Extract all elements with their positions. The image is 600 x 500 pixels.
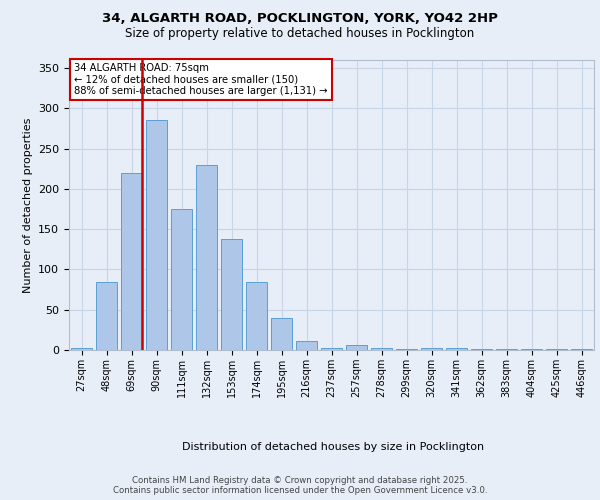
Bar (346, 345, 367, 350)
Bar (421, 348, 442, 350)
Bar (396, 349, 417, 350)
Bar (296, 341, 317, 350)
Text: Distribution of detached houses by size in Pocklington: Distribution of detached houses by size … (182, 442, 484, 452)
Bar (121, 173, 142, 350)
Bar (371, 348, 392, 350)
Bar (271, 318, 292, 350)
Bar (96, 282, 117, 350)
Y-axis label: Number of detached properties: Number of detached properties (23, 118, 32, 292)
Text: Size of property relative to detached houses in Pocklington: Size of property relative to detached ho… (125, 28, 475, 40)
Bar (71, 348, 92, 350)
Text: 34, ALGARTH ROAD, POCKLINGTON, YORK, YO42 2HP: 34, ALGARTH ROAD, POCKLINGTON, YORK, YO4… (102, 12, 498, 26)
Bar (171, 209, 192, 350)
Bar (221, 239, 242, 350)
Bar (521, 349, 542, 350)
Text: 34 ALGARTH ROAD: 75sqm
← 12% of detached houses are smaller (150)
88% of semi-de: 34 ALGARTH ROAD: 75sqm ← 12% of detached… (74, 63, 328, 96)
Bar (321, 348, 342, 350)
Bar (446, 348, 467, 350)
Bar (146, 120, 167, 350)
Text: Contains HM Land Registry data © Crown copyright and database right 2025.
Contai: Contains HM Land Registry data © Crown c… (113, 476, 487, 495)
Bar (196, 164, 217, 350)
Bar (546, 349, 567, 350)
Bar (496, 349, 517, 350)
Bar (471, 349, 492, 350)
Bar (571, 349, 592, 350)
Bar (246, 282, 267, 350)
